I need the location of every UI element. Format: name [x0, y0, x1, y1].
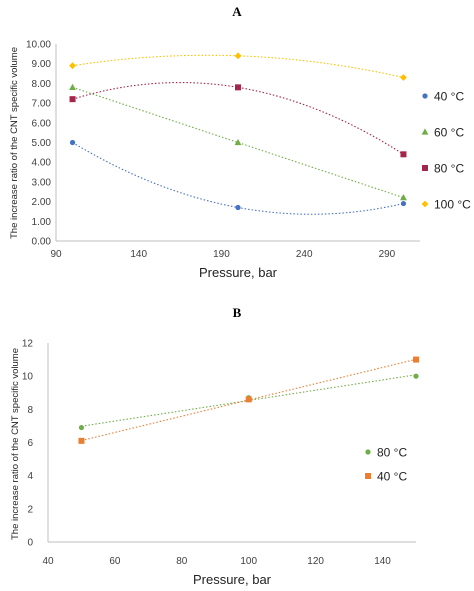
- x-tick-label: 140: [374, 556, 391, 567]
- legend-marker-80c: [365, 449, 371, 455]
- y-tick-label: 2.00: [32, 197, 52, 208]
- y-tick-label: 0: [27, 538, 33, 549]
- x-tick-label: 40: [42, 556, 54, 567]
- x-tick-label: 290: [379, 249, 396, 260]
- x-tick-label: 90: [50, 249, 62, 260]
- x-axis-title: Pressure, bar: [193, 572, 272, 587]
- x-tick-label: 100: [240, 556, 257, 567]
- data-point-80c: [78, 424, 85, 431]
- x-tick-label: 190: [213, 249, 230, 260]
- y-tick-label: 3.00: [32, 177, 52, 188]
- legend-label-60c: 60 °C: [434, 126, 464, 140]
- legend-label-40c: 40 °C: [377, 470, 407, 484]
- x-tick-label: 80: [176, 556, 188, 567]
- trendline-40c: [72, 142, 404, 215]
- panel-label: A: [232, 4, 242, 19]
- y-tick-label: 5.00: [32, 138, 52, 149]
- x-tick-label: 240: [296, 249, 313, 260]
- data-point-40c: [235, 204, 241, 211]
- x-axis-title: Pressure, bar: [199, 265, 278, 280]
- y-axis-title: The increase ratio of the CNT specific v…: [9, 47, 20, 239]
- data-point-80c: [413, 373, 419, 379]
- data-point-80c: [69, 96, 76, 103]
- x-tick-label: 140: [130, 249, 147, 260]
- chart-a: A 0.00 1.00 2.00 3.00 4.00 5.00 6.00 7.00 8.00 9.0…: [9, 4, 471, 280]
- data-point-40c: [245, 396, 252, 403]
- y-tick-label: 10: [22, 372, 34, 383]
- trendline-80c: [72, 81, 404, 155]
- legend-marker-40c: [365, 473, 371, 479]
- legend-label-80c: 80 °C: [377, 446, 407, 460]
- legend-label-40c: 40 °C: [434, 90, 464, 104]
- y-tick-label: 12: [22, 339, 34, 350]
- y-tick-label: 4: [27, 471, 33, 482]
- y-tick-label: 2: [27, 504, 33, 515]
- data-point-40c: [69, 139, 76, 146]
- y-tick-label: 1.00: [32, 217, 52, 228]
- legend-label-80c: 80 °C: [434, 162, 464, 176]
- data-point-80c: [400, 151, 407, 158]
- data-point-40c: [400, 200, 407, 207]
- y-tick-label: 9.00: [32, 59, 52, 70]
- data-point-40c: [78, 437, 85, 444]
- legend-marker-100c: [421, 200, 429, 208]
- y-tick-label: 7.00: [32, 99, 52, 110]
- x-tick-label: 60: [109, 556, 121, 567]
- y-tick-label: 8.00: [32, 79, 52, 90]
- data-point-100c: [69, 62, 76, 70]
- data-point-100c: [234, 52, 242, 60]
- panel-label: B: [233, 305, 242, 320]
- data-point-60c: [69, 83, 76, 90]
- legend-marker-60c: [421, 128, 429, 135]
- y-tick-label: 10.00: [26, 40, 51, 51]
- y-tick-label: 6.00: [32, 118, 52, 129]
- legend-marker-80c: [422, 165, 428, 171]
- data-point-80c: [235, 84, 241, 91]
- legend-label-100c: 100 °C: [434, 198, 471, 212]
- y-axis-title: The increase ratio of the CNT specific v…: [10, 348, 21, 540]
- data-point-60c: [400, 194, 407, 201]
- y-tick-label: 0.00: [32, 237, 52, 248]
- y-tick-label: 4.00: [32, 158, 52, 169]
- legend-marker-40c: [422, 93, 428, 99]
- data-point-40c: [413, 356, 419, 363]
- y-tick-label: 8: [27, 405, 33, 416]
- data-point-100c: [400, 74, 407, 81]
- trendline-60c: [72, 86, 404, 199]
- x-tick-label: 120: [307, 556, 324, 567]
- y-tick-label: 6: [27, 438, 33, 449]
- data-point-60c: [234, 138, 242, 146]
- chart-b: B 0 2 4 6 8 10 12 40 60 80 100 120 140 Pressure, bar Th…: [10, 305, 419, 587]
